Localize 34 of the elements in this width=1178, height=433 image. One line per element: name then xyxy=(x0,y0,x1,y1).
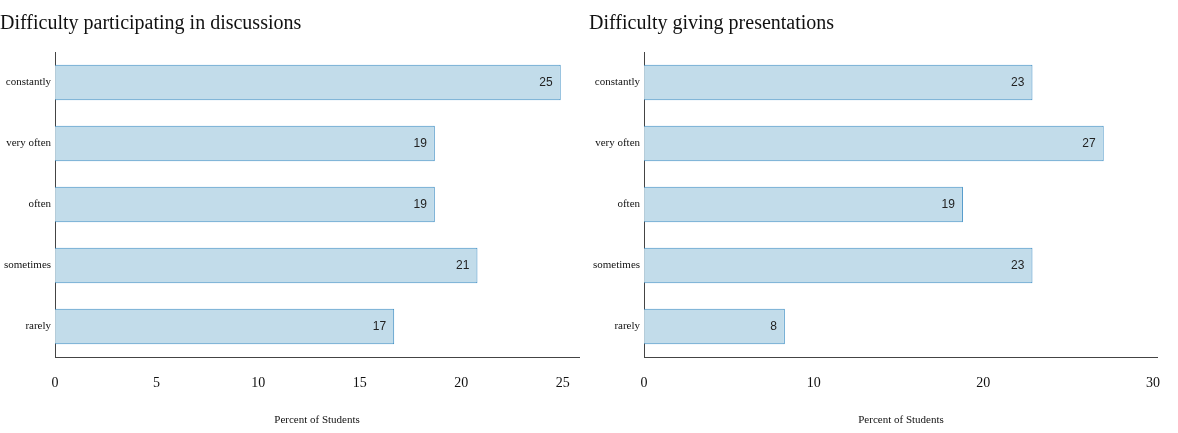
x-tick-label: 20 xyxy=(976,375,991,391)
y-tick-label: rarely xyxy=(614,319,641,332)
y-tick-label: sometimes xyxy=(3,258,52,271)
data-label: 21 xyxy=(456,257,470,272)
y-tick-label: constantly xyxy=(5,75,52,88)
x-axis-title: Percent of Students xyxy=(274,413,360,426)
y-tick-label: rarely xyxy=(25,319,52,332)
x-tick-label: 15 xyxy=(352,375,367,391)
data-label: 23 xyxy=(1011,74,1025,89)
y-tick-label: very often xyxy=(6,136,52,149)
data-label: 25 xyxy=(539,74,554,89)
y-tick-label: sometimes xyxy=(592,258,641,271)
x-tick-label: 0 xyxy=(640,375,648,391)
x-tick-label: 10 xyxy=(806,375,821,391)
chart-title: Difficulty giving presentations xyxy=(589,11,835,35)
data-label: 23 xyxy=(1011,257,1025,272)
data-label: 19 xyxy=(413,196,428,211)
x-tick-label: 0 xyxy=(51,375,59,391)
data-label: 8 xyxy=(770,318,778,333)
chart-title: Difficulty participating in discussions xyxy=(0,11,302,35)
y-tick-label: very often xyxy=(595,136,641,149)
x-tick-label: 5 xyxy=(153,375,161,391)
y-tick-label: often xyxy=(617,197,641,210)
y-tick-label: often xyxy=(28,197,52,210)
x-tick-label: 30 xyxy=(1145,375,1160,391)
x-tick-label: 10 xyxy=(251,375,266,391)
x-axis-title: Percent of Students xyxy=(858,413,944,426)
x-tick-label: 25 xyxy=(555,375,570,391)
x-tick-label: 20 xyxy=(454,375,469,391)
data-label: 19 xyxy=(413,135,428,150)
data-label: 19 xyxy=(941,196,956,211)
data-label: 17 xyxy=(372,318,387,333)
y-tick-label: constantly xyxy=(594,75,641,88)
data-label: 27 xyxy=(1082,135,1097,150)
